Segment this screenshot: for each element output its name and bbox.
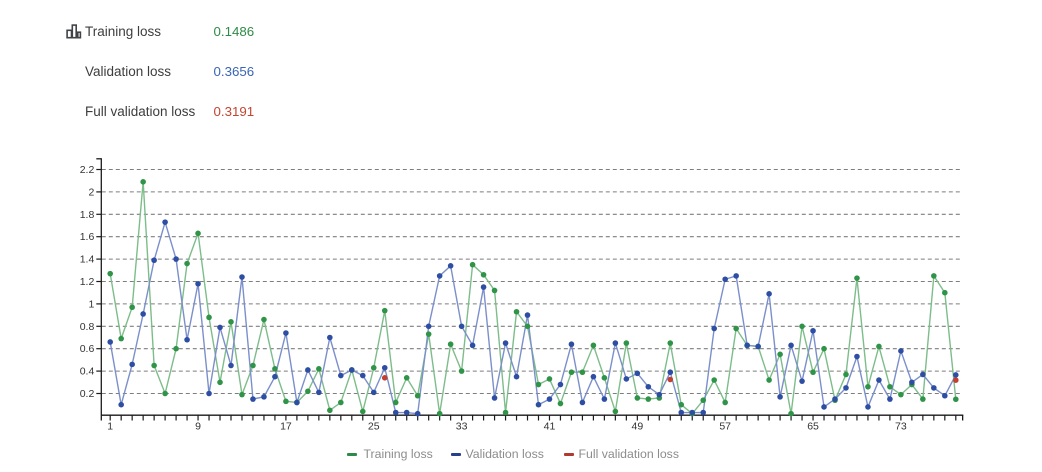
svg-text:1.4: 1.4 xyxy=(80,254,95,266)
svg-text:57: 57 xyxy=(719,421,731,433)
svg-text:17: 17 xyxy=(280,421,292,433)
svg-text:65: 65 xyxy=(807,421,819,433)
svg-text:0.6: 0.6 xyxy=(80,343,95,355)
svg-text:1.2: 1.2 xyxy=(80,276,95,288)
svg-text:33: 33 xyxy=(456,421,468,433)
svg-text:1.6: 1.6 xyxy=(80,231,95,243)
svg-text:0.2: 0.2 xyxy=(80,388,95,400)
svg-text:41: 41 xyxy=(544,421,556,433)
svg-text:25: 25 xyxy=(368,421,380,433)
svg-text:1.8: 1.8 xyxy=(80,209,95,221)
svg-text:73: 73 xyxy=(895,421,907,433)
svg-text:9: 9 xyxy=(195,421,201,433)
svg-text:1: 1 xyxy=(107,421,113,433)
svg-text:2: 2 xyxy=(88,186,94,198)
svg-text:49: 49 xyxy=(631,421,643,433)
svg-text:0.8: 0.8 xyxy=(80,321,95,333)
svg-text:1: 1 xyxy=(88,298,94,310)
svg-text:2.2: 2.2 xyxy=(80,164,95,176)
svg-text:0.4: 0.4 xyxy=(80,366,95,378)
